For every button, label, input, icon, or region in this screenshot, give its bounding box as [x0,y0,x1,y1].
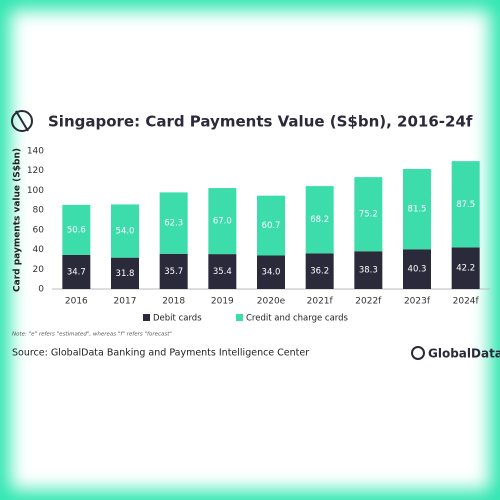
y-tick-label: 60 [33,225,45,235]
value-label: 75.2 [359,210,378,220]
bar [354,177,383,252]
bar [62,254,91,289]
logo-icon [411,346,425,360]
x-tick-label: 2020e [257,297,286,307]
bar [111,257,139,289]
value-label: 31.8 [116,269,135,279]
bar [111,204,139,258]
bar [159,253,188,289]
value-label: 42.2 [456,264,475,274]
bar [159,192,188,254]
legend-swatch [236,314,243,321]
bar [257,255,285,289]
value-label: 38.3 [359,266,378,276]
x-tick-label: 2022f [355,297,382,307]
value-label: 34.7 [67,267,86,277]
bar [451,247,480,289]
x-tick-label: 2017 [114,297,137,307]
bar [451,161,480,248]
legend-label: Credit and charge cards [246,314,349,324]
y-tick-label: 0 [38,285,44,295]
bar [208,254,237,289]
legend-swatch [143,314,150,321]
icon [11,110,33,132]
bar [354,251,383,289]
y-tick-label: 80 [33,206,45,216]
bar [257,195,285,256]
x-tick-label: 2016 [65,297,88,307]
note: Note: "e" refers "estimated", whereas "f… [12,332,172,338]
x-tick-label: 2023f [404,297,431,307]
value-label: 36.2 [310,267,329,277]
y-tick-label: 120 [27,166,44,176]
bar [305,186,334,254]
y-tick-label: 20 [33,265,45,275]
legend-label: Debit cards [153,314,202,324]
x-tick-label: 2021f [307,297,334,307]
bar [403,249,431,289]
value-label: 50.6 [67,225,86,235]
source: Source: GlobalData Banking and Payments … [12,348,309,359]
chart-title: Singapore: Card Payments Value (S$bn), 2… [48,113,473,131]
value-label: 81.5 [408,205,427,215]
x-tick-label: 2018 [162,297,185,307]
value-label: 62.3 [164,219,183,229]
value-label: 67.0 [213,217,232,227]
bar [62,204,91,255]
bar [208,188,237,255]
y-tick-label: 40 [33,245,45,255]
value-label: 34.0 [262,268,281,278]
x-tick-label: 2019 [211,297,234,307]
logo: GlobalData. [428,347,500,361]
value-label: 87.5 [456,200,475,210]
value-label: 60.7 [262,221,281,231]
y-tick-label: 140 [27,147,44,157]
bar [403,168,431,250]
value-label: 35.4 [213,267,232,277]
value-label: 54.0 [116,227,135,237]
y-tick-label: 100 [27,186,44,196]
x-tick-label: 2024f [453,297,480,307]
y-axis-label: Card payments value (S$bn) [13,148,23,292]
value-label: 35.7 [164,267,183,277]
value-label: 68.2 [310,215,329,225]
bar [305,253,334,289]
value-label: 40.3 [408,265,427,275]
